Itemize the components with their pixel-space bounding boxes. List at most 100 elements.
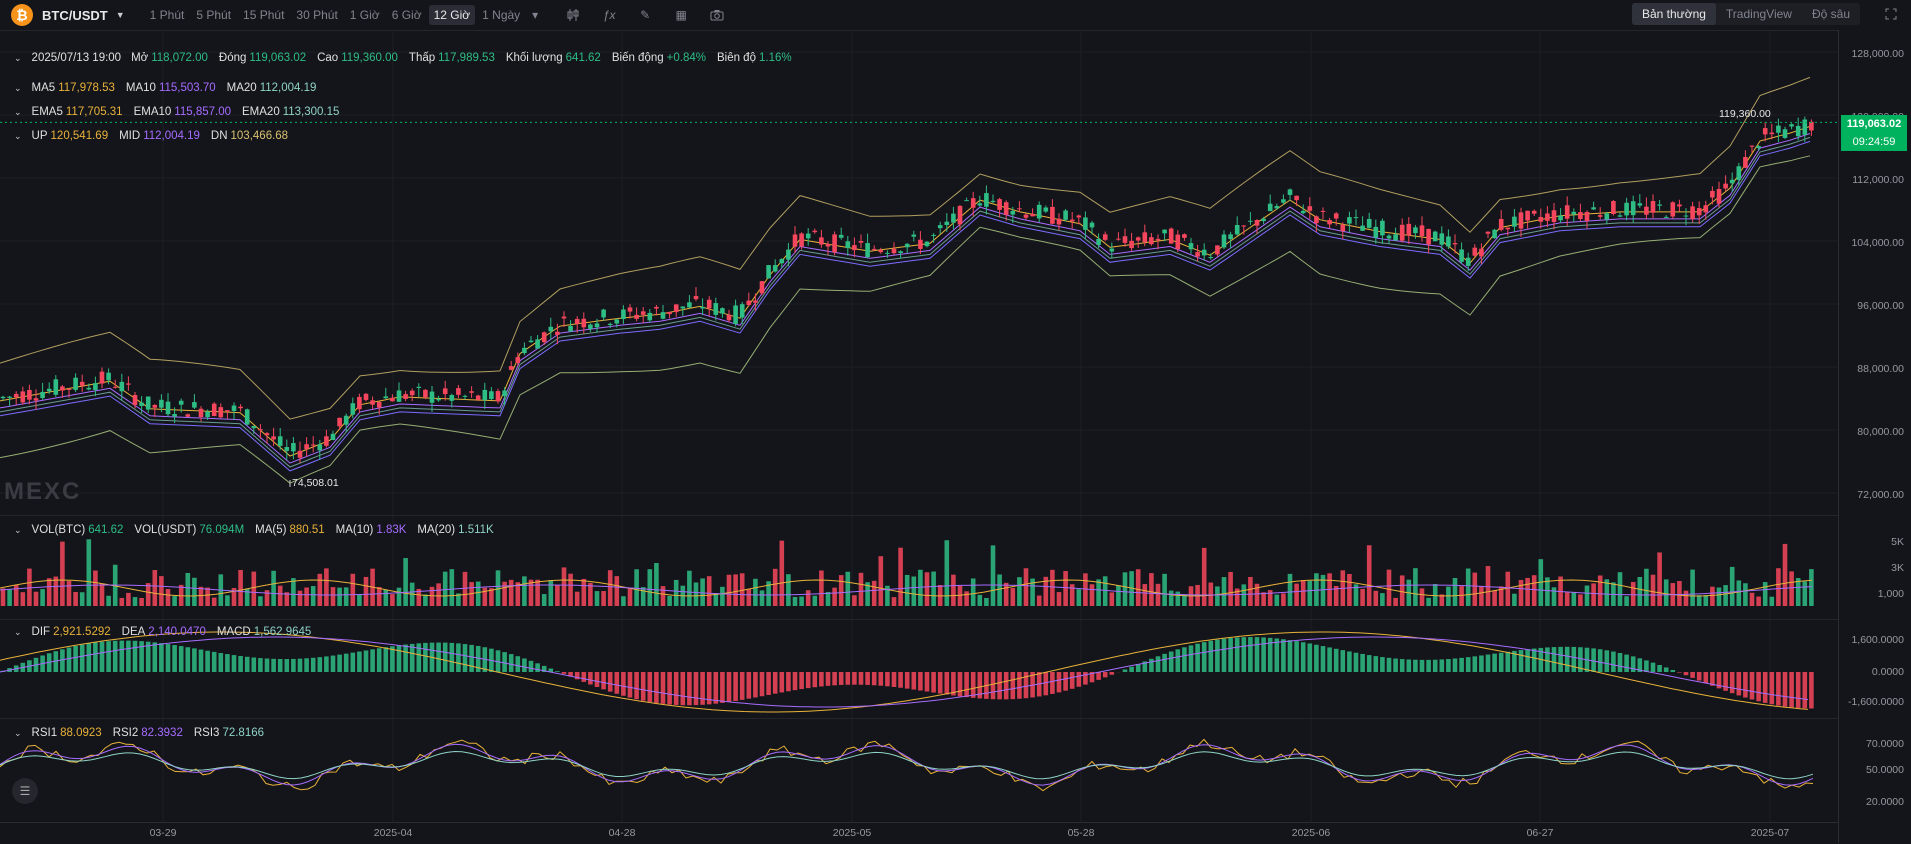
macd-tick: -1,600.0000 [1848,696,1904,708]
candle-body [1631,201,1636,215]
volume-tick: 1,000 [1878,588,1904,600]
volume-bar [1737,580,1742,606]
candle-body [1030,214,1035,216]
volume-bar [1697,595,1702,606]
candle-body [681,306,686,308]
candle-body [126,383,131,384]
volume-bar [153,570,158,606]
collapse-chevron-icon[interactable]: ⌄ [14,627,22,638]
boll-mid-label: MID [119,130,140,142]
macd-histogram-bar [1803,672,1808,708]
macd-histogram-bar [377,648,382,672]
candle-body [700,307,705,309]
macd-histogram-bar [687,672,692,705]
volume-bar [1004,583,1009,606]
volume-bar [436,583,441,606]
macd-histogram-bar [1552,647,1557,672]
macd-histogram-bar [80,645,85,672]
macd-histogram-bar [819,672,824,686]
macd-histogram-bar [67,648,72,672]
candle-body [1354,217,1359,218]
candle-body [304,444,309,449]
collapse-chevron-icon[interactable]: ⌄ [14,83,22,94]
candle-body [1618,215,1623,216]
volume-bar [390,594,395,606]
macd-histogram-bar [813,672,818,687]
macd-histogram-bar [1697,672,1702,681]
candle-body [225,410,230,411]
volume-bar [925,572,930,606]
open-value: 118,072.00 [151,52,208,64]
macd-histogram-bar [1492,654,1497,672]
volume-bar [331,587,336,606]
candle-body [1347,217,1352,223]
volume-bar [34,592,39,606]
candle-body [938,225,943,228]
boll-lower-line [0,156,1810,483]
collapse-chevron-icon[interactable]: ⌄ [14,107,22,118]
volume-bar [1783,544,1788,606]
candle-body [786,250,791,260]
macd-histogram-bar [1598,649,1603,672]
macd-histogram-bar [423,643,428,672]
collapse-chevron-icon[interactable]: ⌄ [14,525,22,536]
volume-bar [298,591,303,606]
volume-tick: 3K [1891,562,1904,574]
macd-histogram-bar [331,656,336,672]
macd-histogram-bar [1176,649,1181,672]
vol-ma20-value: 1.511K [458,524,494,536]
volume-bar [813,596,818,606]
candle-body [1182,234,1187,238]
macd-histogram-bar [1400,659,1405,672]
collapse-chevron-icon[interactable]: ⌄ [14,131,22,142]
candle-body [1294,196,1299,200]
candle-body [1651,201,1656,213]
candle-body [991,201,996,202]
price-axis[interactable]: 128,000.00 120,000.00 112,000.00 104,000… [1838,30,1911,843]
candle-body [931,235,936,236]
volume-bar [991,545,996,606]
candle-body [1116,239,1121,240]
candle-body [113,387,118,388]
volume-bar [1063,571,1068,606]
volume-bar [1176,592,1181,606]
volume-bar [271,571,276,606]
candle-body [945,222,950,225]
high-label: Cao [317,52,338,64]
close-label: Đóng [219,52,247,64]
macd-histogram-bar [608,672,613,692]
collapse-chevron-icon[interactable]: ⌄ [14,728,22,739]
chart-settings-icon[interactable]: ☰ [12,778,38,804]
candle-body [463,396,468,397]
candle-body [1037,205,1042,219]
time-axis[interactable]: 03-29 2025-04 04-28 2025-05 05-28 2025-0… [0,822,1838,844]
candle-body [60,386,65,390]
macd-histogram-bar [1651,663,1656,672]
candle-body [1242,226,1247,227]
collapse-chevron-icon[interactable]: ⌄ [14,53,22,64]
candle-body [54,379,59,394]
volume-bar [1037,596,1042,606]
candle-body [1169,229,1174,244]
volume-bar [1077,589,1082,606]
candle-body [766,265,771,278]
candle-body [1162,230,1167,234]
macd-histogram-bar [1809,672,1814,708]
candle-body [1690,206,1695,219]
macd-histogram-bar [839,672,844,685]
macd-histogram-bar [311,658,316,672]
macd-histogram-bar [172,645,177,672]
volume-bar [476,582,481,606]
macd-histogram-bar [1288,640,1293,672]
volume-bar [1717,588,1722,606]
macd-histogram-bar [1354,653,1359,672]
ma10-line [0,134,1810,464]
rsi3-line [0,752,1813,779]
volume-bar [1512,594,1517,606]
macd-histogram-bar [628,672,633,698]
volume-bar [799,596,804,606]
volume-bar [1433,584,1438,606]
volume-bar [1618,572,1623,606]
macd-histogram-bar [1129,667,1134,672]
